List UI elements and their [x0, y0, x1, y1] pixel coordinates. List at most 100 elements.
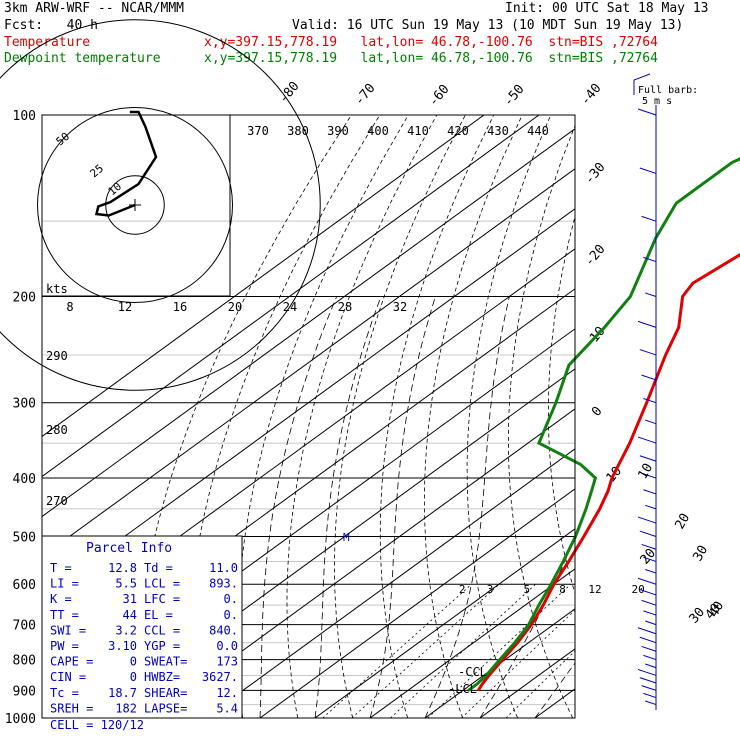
- isotherm-line: [42, 115, 485, 438]
- mixing-ratio-line: [351, 583, 500, 718]
- wind-barb-panel: Full barb:5 m s 10 20 30 40: [633, 73, 727, 710]
- wind-barb: [645, 504, 657, 510]
- mixing-ratio-line: [322, 583, 472, 718]
- theta-e-label: 400: [367, 124, 389, 138]
- pressure-tick-label: 300: [13, 397, 36, 412]
- dry-adiabat-line: [731, 115, 740, 718]
- wind-barb: [639, 636, 657, 644]
- temperature-tick-label: -40: [578, 81, 605, 109]
- parcel-field-value: 0.: [224, 592, 238, 606]
- wind-barb: [645, 620, 657, 626]
- hodograph-trace: [94, 110, 158, 217]
- parcel-field-label: PW =: [50, 639, 79, 653]
- model-title: 3km ARW-WRF -- NCAR/MMM: [4, 1, 185, 16]
- model-top-marker: M: [343, 531, 350, 544]
- isotherm-line: [534, 688, 575, 718]
- wind-scale-label: 12: [118, 300, 132, 314]
- wind-barb: [645, 419, 657, 425]
- height-label: 10: [635, 461, 656, 482]
- parcel-field-label: LFC =: [144, 592, 180, 606]
- wind-barb: [637, 516, 657, 524]
- parcel-field-label: LAPSE=: [144, 701, 187, 715]
- mixing-ratio-label: 2: [459, 583, 466, 596]
- pressure-tick-label: 100: [13, 109, 36, 124]
- parcel-field-label: LCL =: [144, 577, 180, 591]
- isotherm-line: [369, 568, 575, 718]
- parcel-info-title: Parcel Info: [86, 541, 172, 556]
- moist-adiabat-line: [369, 296, 436, 718]
- hodograph-ring-label: 25: [88, 162, 107, 180]
- isotherm-line: [42, 208, 575, 598]
- parcel-field-value: 0.: [224, 608, 238, 622]
- temperature-legend: Temperature: [4, 35, 91, 50]
- mixing-ratio-line: [505, 650, 575, 718]
- wind-barb: [637, 627, 657, 635]
- wind-barb: [637, 320, 657, 328]
- dry-adiabat-line: [286, 115, 438, 718]
- isotherm-line: [149, 408, 575, 718]
- parcel-field-label: T =: [50, 561, 72, 575]
- wind-barb: [643, 489, 657, 495]
- pressure-tick-label: 500: [13, 530, 36, 545]
- theta-e-label: 420: [447, 124, 469, 138]
- plot-frame: [41, 114, 576, 719]
- mixing-ratio-line: [427, 583, 572, 718]
- moist-adiabat-line: [534, 662, 575, 718]
- parcel-field-label: Tc =: [50, 686, 79, 700]
- wind-barb: [639, 167, 657, 174]
- parcel-field-value: 3.2: [115, 623, 137, 637]
- dewpoint-location: x,y=397.15,778.19 lat,lon= 46.78,-100.76…: [204, 51, 658, 66]
- wind-barb: [639, 530, 657, 537]
- wind-barb: [641, 685, 657, 691]
- mixing-ratio-line: [390, 583, 536, 718]
- wind-barb: [639, 677, 657, 684]
- wind-barb: [641, 543, 657, 550]
- isotherm-line: [42, 128, 575, 518]
- parcel-field-value: 31: [123, 592, 137, 606]
- height-label: 30: [690, 543, 711, 564]
- pressure-tick-label: 700: [13, 619, 36, 634]
- wind-barb: [645, 292, 657, 297]
- dewpoint-legend: Dewpoint temperature: [4, 51, 161, 66]
- isotherm-line: [645, 115, 740, 718]
- wind-barb: [643, 556, 657, 562]
- valid-time: Valid: 16 UTC Sun 19 May 13 (10 MDT Sun …: [292, 18, 684, 33]
- parcel-field-label: SWI =: [50, 623, 86, 637]
- dry-adiabat-line: [334, 115, 466, 718]
- theta-label: 270: [46, 494, 68, 508]
- theta-e-label: 430: [487, 124, 509, 138]
- temperature-location: x,y=397.15,778.19 lat,lon= 46.78,-100.76…: [204, 35, 658, 50]
- dry-adiabat-line: [507, 124, 575, 718]
- moist-adiabat-line: [314, 296, 382, 718]
- parcel-field-label: CIN =: [50, 670, 86, 684]
- parcel-field-value: 12.: [216, 686, 238, 700]
- isotherm-line: [424, 608, 575, 718]
- moist-adiabat-line: [259, 296, 338, 718]
- dry-adiabat-line: [697, 115, 740, 718]
- parcel-field-value: 0: [130, 655, 137, 669]
- parcel-field-value: 893.: [209, 577, 238, 591]
- dry-adiabat-line: [379, 115, 495, 718]
- wind-barb: [641, 215, 657, 222]
- wind-barb: [637, 577, 657, 585]
- theta-label: 280: [46, 423, 68, 437]
- parcel-field-label: SREH =: [50, 701, 93, 715]
- temperature-profile: [477, 252, 740, 692]
- height-label: 40: [706, 599, 727, 620]
- init-time: Init: 00 UTC Sat 18 May 13: [505, 1, 709, 16]
- wind-scale-label: 16: [173, 300, 187, 314]
- dry-adiabat-line: [548, 215, 575, 595]
- parcel-field-value: 5.5: [115, 577, 137, 591]
- hodograph-units-label: kts: [46, 282, 68, 296]
- parcel-field-label: Td =: [144, 561, 173, 575]
- parcel-field-value: 11.0: [209, 561, 238, 575]
- isotherm-line: [314, 528, 575, 718]
- mixing-ratio-label: 8: [559, 583, 566, 596]
- theta-e-label: 370: [247, 124, 269, 138]
- temperature-tick-label: -50: [501, 82, 528, 110]
- theta-label: 290: [46, 349, 68, 363]
- dry-adiabat-line: [661, 115, 740, 718]
- pressure-tick-label: 800: [13, 654, 36, 669]
- temperature-tick-label: -20: [582, 242, 609, 270]
